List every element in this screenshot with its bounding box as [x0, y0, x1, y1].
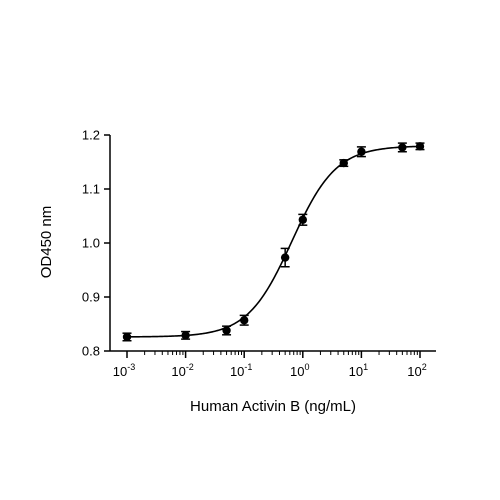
- data-point: [280, 253, 290, 262]
- x-axis-title: Human Activin B (ng/mL): [190, 398, 356, 415]
- data-point: [240, 316, 249, 325]
- y-tick-label: 1.1: [82, 182, 100, 197]
- data-point: [357, 147, 366, 156]
- y-tick-label: 0.8: [82, 344, 100, 359]
- x-tick-label: 102: [407, 362, 426, 379]
- x-tick-label: 101: [349, 362, 368, 379]
- data-point: [122, 332, 132, 342]
- data-point: [339, 158, 348, 168]
- fit-curve-group: [126, 145, 421, 338]
- data-points: [122, 142, 425, 342]
- x-tick-label: 10-1: [230, 362, 252, 379]
- x-ticks: 10-3 10-2 10-1 100 101 102: [113, 351, 427, 379]
- axes: [109, 135, 436, 352]
- y-tick-label: 0.9: [82, 290, 100, 305]
- x-tick-label: 10-3: [113, 362, 135, 379]
- x-tick-label: 100: [290, 362, 309, 379]
- y-tick-label: 1.0: [82, 236, 100, 251]
- data-point: [181, 331, 190, 340]
- data-point: [298, 215, 307, 224]
- data-point: [222, 326, 231, 335]
- y-ticks: 0.8 0.9 1.0 1.1 1.2: [82, 128, 110, 359]
- y-tick-label: 1.2: [82, 128, 100, 143]
- data-point: [415, 142, 425, 151]
- fit-curve: [126, 145, 421, 338]
- x-tick-label: 10-2: [171, 362, 193, 379]
- data-point: [398, 143, 407, 152]
- y-axis-title: OD450 nm: [38, 206, 55, 279]
